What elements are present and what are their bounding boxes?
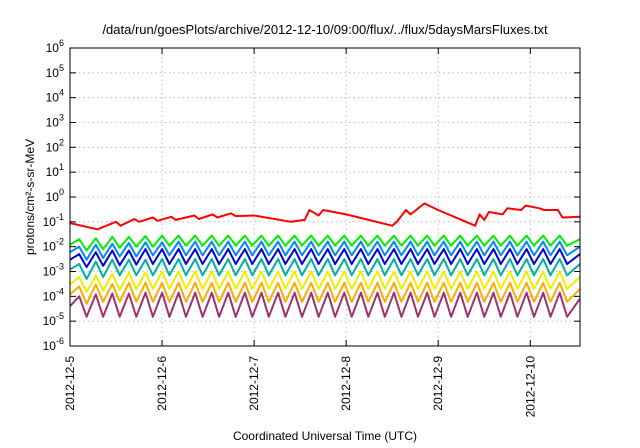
y-tick-label: 101 [46,162,64,179]
x-tick-label: 2012-12-10 [523,356,537,418]
y-tick-labels: 10-6 10-5 10-4 10-3 10-2 10-1 100 101 102 103 104 1… [43,38,64,353]
series-line-7 [69,281,581,305]
y-tick-label: 10-3 [43,262,64,279]
y-tick-label: 10-6 [43,336,64,353]
series-line-6 [69,270,581,293]
y-tick-label: 105 [46,63,64,80]
y-tick-label: 104 [46,88,64,105]
y-tick-label: 10-1 [43,212,64,229]
y-tick-label: 102 [46,137,64,154]
axis-ticks [69,47,580,347]
y-tick-label: 103 [46,113,64,130]
x-tick-labels: 2012-12-5 2012-12-6 2012-12-7 2012-12-8 2012… [63,356,537,418]
series-line-5 [69,258,581,280]
x-tick-label: 2012-12-7 [247,356,261,411]
y-axis-label: protons/cm²-s-sr-MeV [23,139,37,255]
x-tick-label: 2012-12-5 [63,356,77,411]
x-tick-label: 2012-12-6 [155,356,169,411]
y-tick-label: 100 [46,187,64,204]
y-tick-label: 10-5 [43,311,64,328]
series-layer [69,202,581,318]
chart-title: /data/run/goesPlots/archive/2012-12-10/0… [102,22,548,37]
series-line-1 [69,202,581,231]
series-line-8 [69,291,581,318]
y-tick-label: 10-2 [43,237,64,254]
series-line-3 [69,240,581,261]
y-tick-label: 106 [46,38,64,55]
series-line-2 [69,234,581,252]
x-tick-label: 2012-12-8 [339,356,353,411]
y-tick-label: 10-4 [43,286,64,303]
x-axis-label: Coordinated Universal Time (UTC) [233,429,417,443]
x-tick-label: 2012-12-9 [431,356,445,411]
series-line-4 [69,248,581,269]
